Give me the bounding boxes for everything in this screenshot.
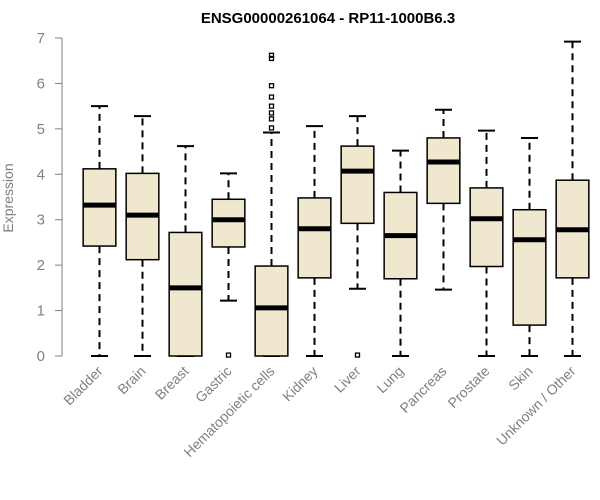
box-2 (168, 145, 203, 357)
x-tick-label: Gastric (192, 363, 235, 406)
outlier-point (268, 116, 275, 122)
box-group (82, 40, 590, 358)
iqr-box (254, 265, 289, 357)
outlier-point (268, 83, 275, 89)
outlier-point (268, 125, 275, 131)
box-8 (426, 108, 461, 291)
y-tick-label: 5 (37, 121, 45, 138)
outlier-point (268, 55, 275, 62)
outlier-point (268, 110, 275, 116)
box-11 (555, 40, 590, 357)
iqr-box (512, 208, 547, 326)
outlier-point (354, 352, 361, 358)
y-tick-label: 4 (37, 166, 45, 183)
box-10 (512, 136, 547, 357)
y-tick-label: 7 (37, 30, 45, 47)
box-1 (125, 115, 160, 357)
x-tick-label: Lung (373, 363, 406, 396)
x-tick-label: Breast (152, 363, 192, 403)
outlier-point (225, 352, 232, 358)
y-tick-label: 6 (37, 75, 45, 92)
outlier-point (268, 94, 275, 100)
chart-title: ENSG00000261064 - RP11-1000B6.3 (201, 10, 455, 27)
x-tick-label: Skin (505, 363, 536, 394)
y-axis-label: Expression (0, 163, 16, 232)
iqr-box (426, 137, 461, 205)
x-tick-label: Prostate (444, 363, 492, 411)
y-tick-label: 2 (37, 257, 45, 274)
x-tick-label: Unknown / Other (493, 363, 579, 449)
box-5 (297, 125, 332, 357)
x-tick-label: Brain (114, 363, 148, 397)
y-tick-label: 0 (37, 348, 45, 365)
iqr-box (297, 197, 332, 279)
box-6 (340, 115, 375, 358)
y-tick-label: 3 (37, 212, 45, 229)
iqr-box (469, 187, 504, 268)
box-4 (254, 52, 289, 357)
iqr-box (340, 145, 375, 225)
iqr-box (211, 198, 246, 248)
box-3 (211, 172, 246, 358)
box-0 (82, 105, 117, 357)
x-tick-label: Kidney (279, 363, 321, 405)
iqr-box (168, 231, 203, 357)
outlier-point (268, 52, 275, 58)
outlier-point (268, 103, 275, 109)
y-axis: 0 1 2 3 4 5 6 7 (37, 30, 63, 365)
box-9 (469, 129, 504, 357)
x-tick-label: Bladder (60, 363, 106, 409)
box-7 (383, 149, 418, 357)
x-tick-label: Liver (331, 363, 364, 396)
x-tick-label: Pancreas (396, 363, 449, 416)
y-tick-label: 1 (37, 303, 45, 320)
